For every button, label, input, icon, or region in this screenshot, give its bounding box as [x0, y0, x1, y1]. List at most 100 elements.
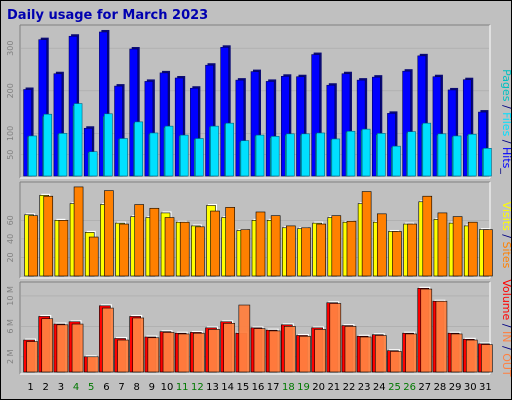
- files-bar: [28, 135, 37, 177]
- volume-out-bar: [238, 304, 251, 373]
- files-bar: [452, 135, 462, 177]
- volume-out-bar: [435, 300, 448, 373]
- hits-panel-tick-label: 100: [6, 126, 15, 141]
- hits-panel-legend-part: /: [500, 101, 512, 112]
- files-bar: [179, 134, 189, 177]
- hits-panel-tick-label: 50: [6, 150, 15, 160]
- volume-panel-legend-part: Volume: [500, 279, 512, 320]
- files-bar: [301, 133, 310, 177]
- files-bar: [316, 132, 325, 177]
- day-label: 16: [252, 382, 265, 393]
- day-label: 31: [479, 382, 492, 393]
- sites-bar: [149, 207, 160, 277]
- volume-out-bar: [284, 326, 296, 373]
- day-label: 30: [464, 382, 477, 393]
- day-label: 21: [327, 382, 340, 393]
- day-label: 11: [176, 382, 189, 393]
- volume-out-bar: [86, 356, 99, 373]
- day-label: 23: [358, 382, 371, 393]
- volume-out-bar: [56, 324, 69, 373]
- chart-title: Daily usage for March 2023: [7, 8, 209, 23]
- sites-bar: [240, 229, 251, 277]
- day-label: 1: [27, 382, 33, 393]
- sites-bar: [301, 227, 311, 277]
- files-bar: [43, 113, 53, 177]
- day-label: 12: [191, 382, 204, 393]
- day-label: 26: [403, 382, 416, 393]
- volume-out-bar: [147, 337, 160, 373]
- volume-panel-legend: Volume / IN / OUT: [500, 279, 512, 377]
- visits-panel-legend-part: /: [500, 231, 512, 242]
- volume-out-bar: [102, 307, 114, 373]
- sites-bar: [407, 223, 417, 277]
- volume-out-bar: [117, 339, 129, 373]
- volume-out-bar: [208, 329, 220, 373]
- volume-out-bar: [390, 351, 402, 373]
- files-bar: [376, 133, 386, 177]
- day-label: 5: [88, 382, 94, 393]
- volume-panel-tick-label: 10 M: [6, 286, 15, 306]
- volume-out-bar: [299, 335, 311, 373]
- day-label: 27: [418, 382, 431, 393]
- sites-bar: [210, 210, 220, 277]
- volume-out-bar: [193, 332, 205, 373]
- visits-panel-legend-part: Visits: [500, 202, 512, 231]
- hits-panel-legend: Pages / Files / Hits_: [500, 69, 512, 174]
- visits-panel-tick-label: 60: [6, 215, 15, 225]
- volume-out-bar: [26, 341, 38, 373]
- day-label: 2: [43, 382, 49, 393]
- sites-bar: [286, 225, 296, 277]
- sites-bar: [270, 215, 281, 277]
- day-label: 25: [388, 382, 401, 393]
- volume-panel-legend-part: /: [500, 320, 512, 331]
- hits-panel-legend-part: /: [500, 136, 512, 147]
- day-label: 7: [118, 382, 124, 393]
- visits-panel-legend-part: Sites: [500, 242, 512, 269]
- files-bar: [361, 128, 371, 177]
- day-label: 22: [343, 382, 356, 393]
- volume-out-bar: [41, 318, 54, 373]
- files-bar: [255, 134, 265, 177]
- volume-out-bar: [420, 288, 433, 373]
- sites-bar: [346, 220, 357, 277]
- volume-out-bar: [223, 322, 235, 373]
- sites-bar: [28, 215, 38, 277]
- hits-panel-tick-label: 200: [6, 83, 15, 98]
- day-label: 9: [149, 382, 155, 393]
- volume-panel-tick-label: 2 M: [6, 349, 15, 364]
- sites-bar: [164, 217, 175, 277]
- files-bar: [392, 145, 401, 177]
- day-label: 17: [267, 382, 280, 393]
- day-label: 15: [236, 382, 249, 393]
- day-label: 4: [73, 382, 79, 393]
- sites-bar: [134, 204, 145, 277]
- files-bar: [195, 138, 204, 177]
- day-label: 24: [373, 382, 386, 393]
- volume-out-bar: [405, 333, 417, 373]
- volume-out-bar: [359, 336, 372, 373]
- files-bar: [286, 133, 295, 177]
- files-bar: [134, 121, 144, 177]
- sites-bar: [43, 195, 54, 277]
- volume-out-bar: [374, 335, 387, 373]
- day-label: 8: [134, 382, 140, 393]
- day-label: 28: [434, 382, 447, 393]
- sites-bar: [331, 215, 342, 277]
- files-bar: [73, 103, 83, 177]
- volume-out-bar: [71, 323, 84, 373]
- files-bar: [422, 122, 432, 177]
- visits-panel-tick-label: 20: [6, 252, 15, 262]
- files-bar: [225, 122, 234, 177]
- files-bar: [240, 140, 250, 177]
- volume-out-bar: [268, 330, 281, 373]
- hits-panel-legend-part: _: [500, 167, 512, 174]
- files-bar: [104, 113, 113, 177]
- files-bar: [483, 148, 492, 177]
- files-bar: [149, 132, 159, 177]
- sites-bar: [467, 221, 478, 277]
- volume-panel-legend-part: /: [500, 342, 512, 353]
- sites-bar: [483, 229, 493, 277]
- volume-out-bar: [253, 328, 266, 373]
- volume-out-bar: [132, 317, 145, 373]
